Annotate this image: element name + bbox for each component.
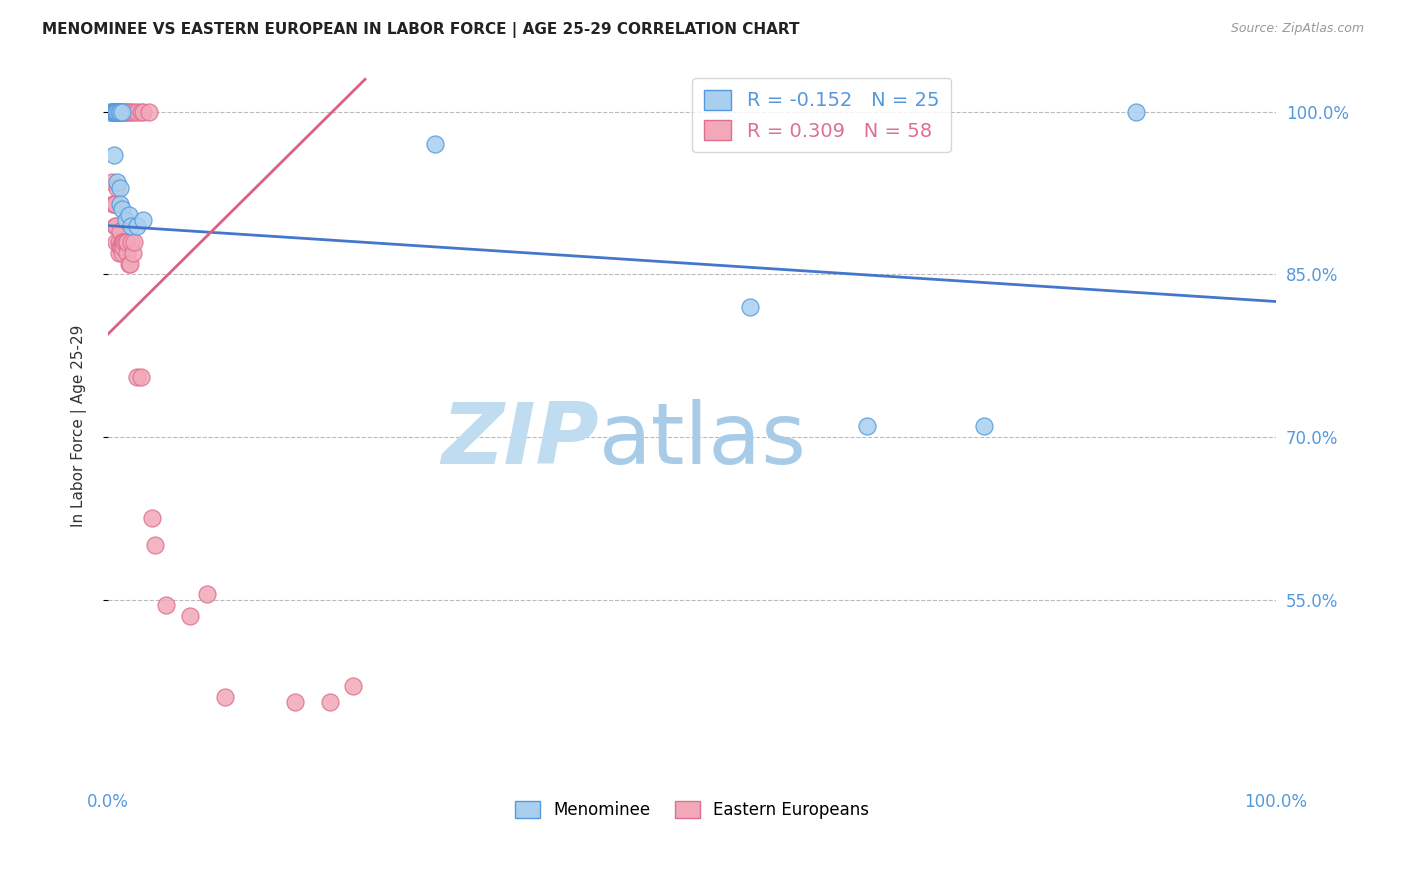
Point [319,696,342,710]
Point [115,235,138,249]
Point [112,235,135,249]
Point [132,104,155,119]
Legend: Menominee, Eastern Europeans: Menominee, Eastern Europeans [508,794,876,825]
Point [120,235,142,249]
Point [115,245,138,260]
Text: ZIP: ZIP [441,399,599,482]
Point [107,104,129,119]
Point [103,104,125,119]
Point [108,240,131,254]
Point [127,104,149,119]
Point [107,104,129,119]
Point [114,104,136,119]
Point [127,370,149,384]
Point [111,104,134,119]
Point [138,104,160,119]
Point [108,104,131,119]
Point [112,240,135,254]
Point [111,202,134,217]
Point [105,235,128,249]
Point [1125,104,1147,119]
Point [104,104,127,119]
Point [122,104,145,119]
Point [108,224,131,238]
Point [118,208,141,222]
Point [108,104,131,119]
Point [111,104,134,119]
Point [107,104,129,119]
Point [118,104,141,119]
Point [101,104,124,119]
Point [107,175,129,189]
Point [103,197,125,211]
Point [111,245,134,260]
Point [104,219,127,233]
Point [195,587,218,601]
Point [100,104,122,119]
Point [103,104,125,119]
Point [107,180,129,194]
Point [214,690,236,704]
Point [141,511,163,525]
Point [100,175,122,189]
Point [114,235,136,249]
Point [121,245,143,260]
Point [120,256,142,270]
Point [110,104,132,119]
Point [740,300,762,314]
Point [120,104,142,119]
Point [179,608,201,623]
Point [108,180,131,194]
Point [101,197,124,211]
Point [105,219,128,233]
Point [118,256,141,270]
Text: MENOMINEE VS EASTERN EUROPEAN IN LABOR FORCE | AGE 25-29 CORRELATION CHART: MENOMINEE VS EASTERN EUROPEAN IN LABOR F… [42,22,800,38]
Point [110,240,132,254]
Point [115,104,138,119]
Point [104,197,127,211]
Point [856,419,879,434]
Point [101,104,124,119]
Point [105,104,128,119]
Y-axis label: In Labor Force | Age 25-29: In Labor Force | Age 25-29 [72,325,87,527]
Point [129,370,152,384]
Point [107,104,129,119]
Point [112,104,135,119]
Point [127,219,149,233]
Point [132,213,155,227]
Text: Source: ZipAtlas.com: Source: ZipAtlas.com [1230,22,1364,36]
Point [108,197,131,211]
Point [107,235,129,249]
Point [423,137,446,152]
Point [111,235,134,249]
Point [342,679,364,693]
Point [120,219,142,233]
Point [104,104,127,119]
Point [143,538,166,552]
Point [973,419,995,434]
Point [100,104,122,119]
Point [100,104,122,119]
Point [103,148,125,162]
Point [284,696,307,710]
Point [129,104,152,119]
Point [112,235,135,249]
Point [155,598,177,612]
Point [114,213,136,227]
Point [105,104,128,119]
Text: atlas: atlas [599,399,807,482]
Point [112,104,135,119]
Point [122,235,145,249]
Point [107,245,129,260]
